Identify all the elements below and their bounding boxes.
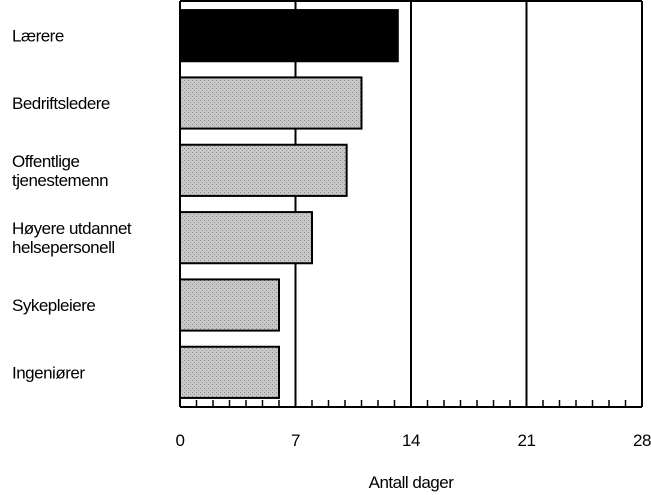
bar <box>179 9 399 63</box>
y-tick-label: Bedriftsledere <box>12 94 110 113</box>
bar <box>179 143 348 197</box>
y-tick-label: Sykepleiere <box>12 296 95 315</box>
y-tick-label: Ingeniører <box>12 363 85 382</box>
y-tick-label: Høyere utdannet helsepersonell <box>12 219 132 257</box>
y-tick-label: Offentlige tjenestemenn <box>12 152 108 190</box>
x-tick-label: 14 <box>402 431 420 450</box>
x-tick-label: 21 <box>518 431 536 450</box>
bar <box>179 345 280 399</box>
bar <box>179 76 363 130</box>
x-tick-label: 28 <box>633 431 651 450</box>
x-tick-label: 0 <box>176 431 185 450</box>
bar <box>179 211 313 265</box>
x-tick-label: 7 <box>291 431 300 450</box>
x-axis-title: Antall dager <box>369 473 455 492</box>
bar <box>179 278 280 332</box>
y-tick-label: Lærere <box>12 27 64 46</box>
